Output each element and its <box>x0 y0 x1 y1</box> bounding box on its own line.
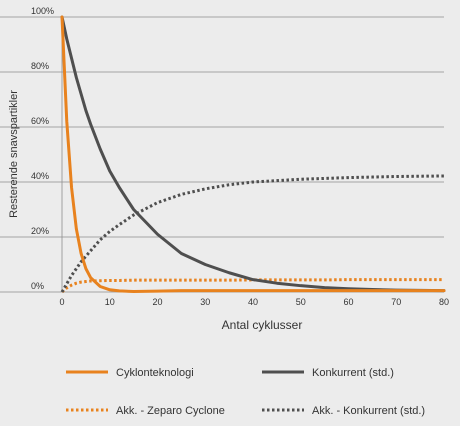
x-tick-label: 60 <box>343 297 353 307</box>
legend-label-akk-zeparo: Akk. - Zeparo Cyclone <box>116 405 225 417</box>
legend-label-cyklonteknologi: Cyklonteknologi <box>116 367 194 379</box>
y-tick-label: 40% <box>31 171 49 181</box>
x-tick-label: 30 <box>200 297 210 307</box>
series-line-3 <box>60 174 445 293</box>
series-lines <box>60 15 446 294</box>
series-line-1 <box>60 15 446 293</box>
x-tick-label: 40 <box>248 297 258 307</box>
legend-item-cyklonteknologi: Cyklonteknologi <box>66 367 194 379</box>
x-axis-label: Antal cyklusser <box>222 318 303 332</box>
x-tick-label: 50 <box>296 297 306 307</box>
legend-item-konkurrent: Konkurrent (std.) <box>262 367 394 379</box>
legend-label-akk-konkurrent: Akk. - Konkurrent (std.) <box>312 405 425 417</box>
x-tick-label: 0 <box>59 297 64 307</box>
series-line-2 <box>61 278 444 294</box>
legend-item-akk-zeparo: Akk. - Zeparo Cyclone <box>66 405 225 417</box>
y-axis-label: Resterende snavspartikler <box>8 90 20 218</box>
gridlines <box>0 16 444 293</box>
y-tick-label: 100% <box>31 6 54 16</box>
series-line-0 <box>60 15 446 293</box>
y-tick-label: 60% <box>31 116 49 126</box>
legend-label-konkurrent: Konkurrent (std.) <box>312 367 394 379</box>
y-tick-label: 20% <box>31 226 49 236</box>
legend-item-akk-konkurrent: Akk. - Konkurrent (std.) <box>262 405 425 417</box>
y-tick-label: 0% <box>31 281 44 291</box>
x-tick-label: 20 <box>152 297 162 307</box>
y-tick-label: 80% <box>31 61 49 71</box>
x-tick-label: 80 <box>439 297 449 307</box>
x-tick-label: 10 <box>105 297 115 307</box>
x-tick-label: 70 <box>391 297 401 307</box>
tick-labels: 0% 20% 40% 60% 80% 100% 0 10 20 30 40 50 60 70 80 <box>31 6 449 307</box>
legend: Cyklonteknologi Konkurrent (std.) Akk. -… <box>66 367 425 417</box>
